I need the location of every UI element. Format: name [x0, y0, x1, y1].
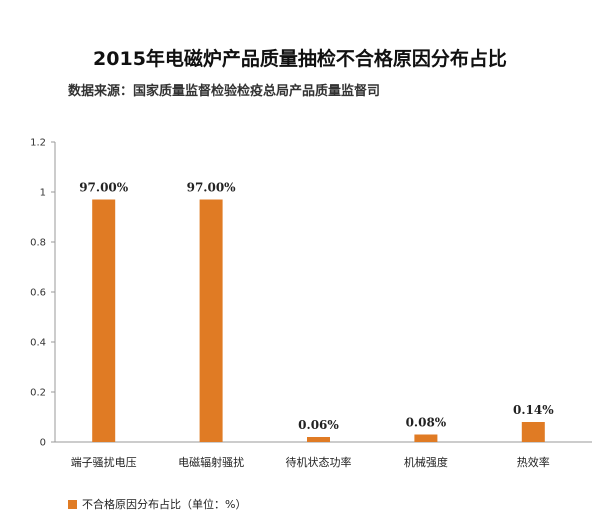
- data-label: 0.06%: [298, 418, 339, 432]
- data-label: 0.08%: [406, 416, 447, 430]
- x-tick-label: 端子骚扰电压: [71, 455, 137, 469]
- bar: [414, 434, 438, 442]
- y-tick-label: 0.8: [30, 238, 46, 249]
- chart-source: 数据来源：国家质量监督检验检疫总局产品质量监督司: [68, 84, 381, 99]
- x-tick-label: 电磁辐射骚扰: [178, 455, 244, 469]
- bar: [307, 437, 330, 442]
- y-tick-label: 1.2: [30, 138, 46, 149]
- bar: [199, 199, 223, 442]
- x-tick-label: 待机状态功率: [286, 455, 352, 469]
- data-label: 97.00%: [187, 181, 237, 195]
- chart-title: 2015年电磁炉产品质量抽检不合格原因分布占比: [93, 48, 507, 70]
- y-tick-label: 1: [40, 188, 46, 199]
- y-tick-label: 0: [40, 438, 46, 449]
- data-label: 0.14%: [513, 403, 554, 417]
- data-label: 97.00%: [79, 181, 129, 195]
- legend-swatch: [68, 499, 77, 509]
- legend-label: 不合格原因分布占比（单位：%）: [82, 498, 247, 511]
- legend: 不合格原因分布占比（单位：%）: [68, 496, 246, 512]
- x-tick-label: 热效率: [517, 455, 550, 469]
- y-tick-label: 0.6: [30, 288, 46, 299]
- y-tick-label: 0.4: [30, 338, 46, 349]
- bar: [92, 199, 116, 442]
- bar: [521, 422, 545, 442]
- x-tick-label: 机械强度: [404, 455, 448, 469]
- y-tick-label: 0.2: [30, 388, 46, 399]
